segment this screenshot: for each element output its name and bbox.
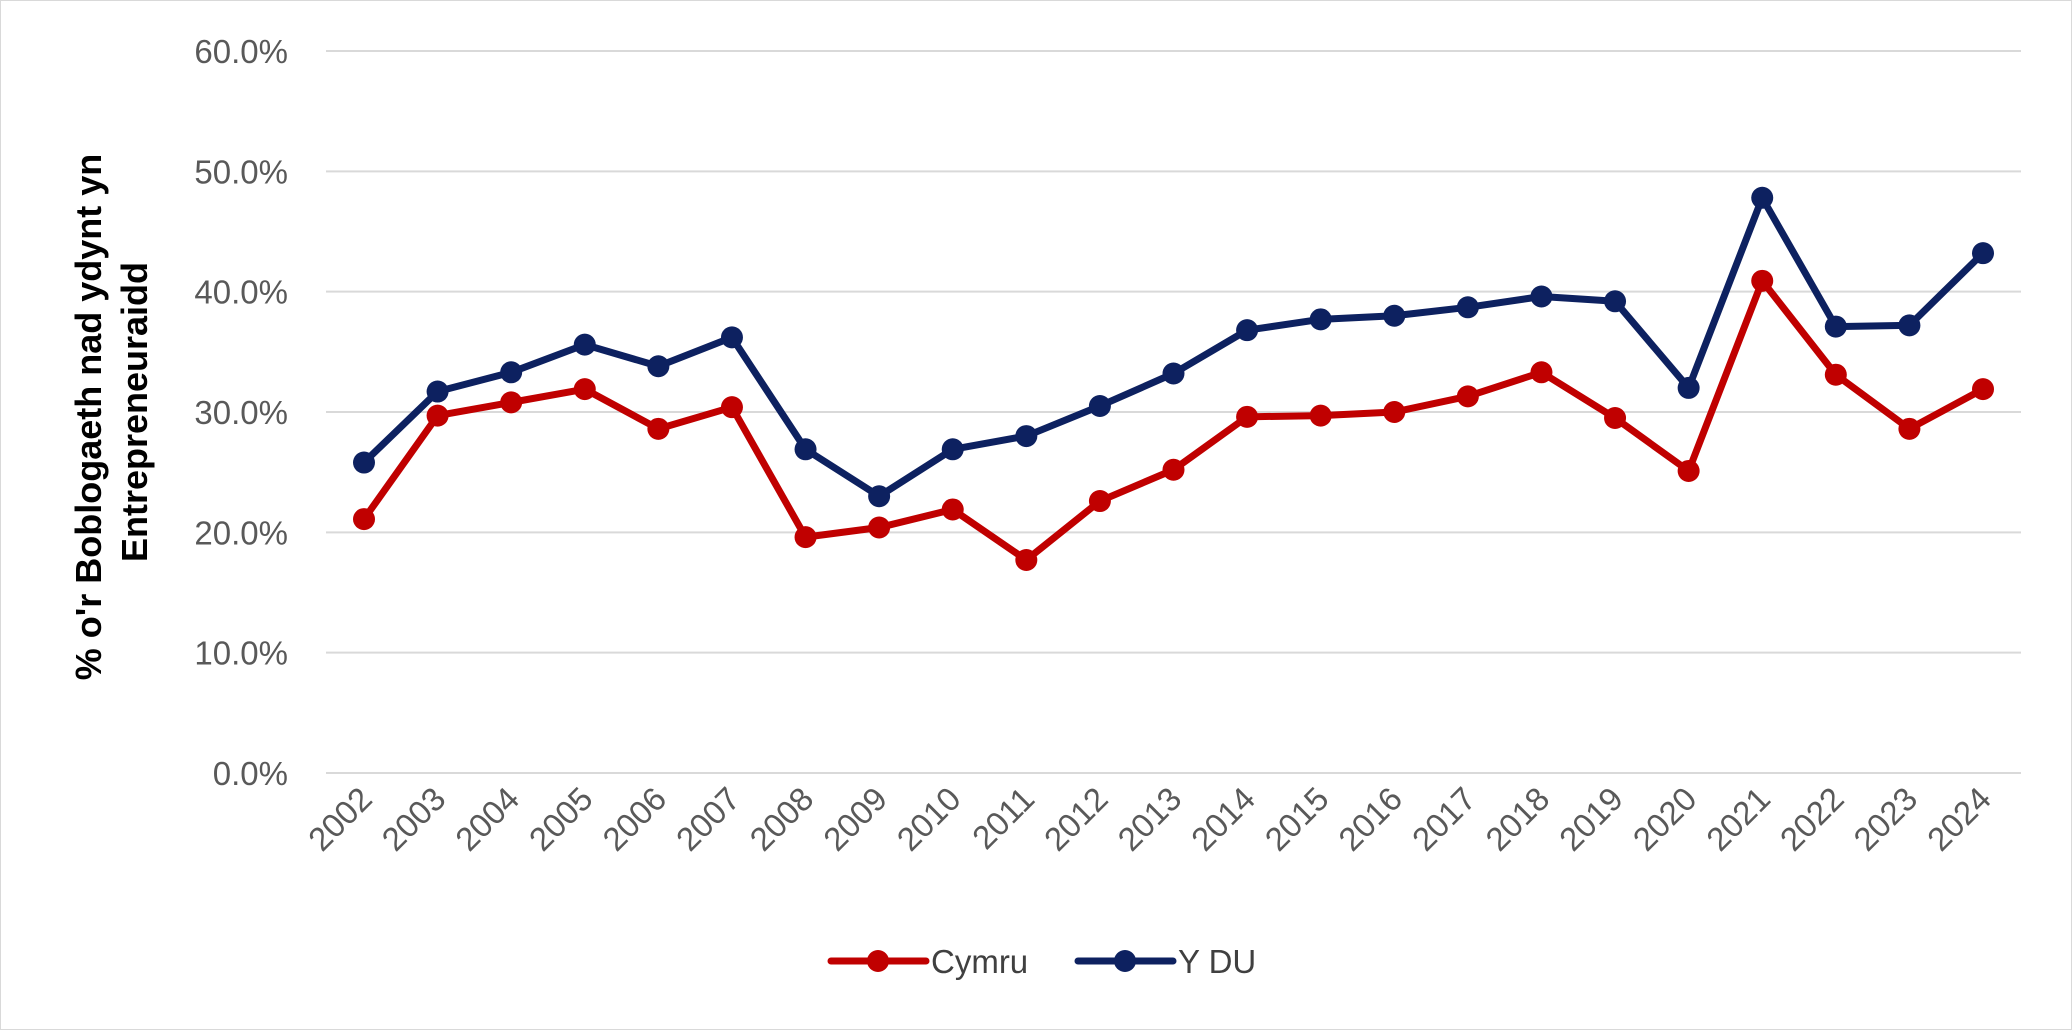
data-point-y-du [941, 438, 964, 461]
data-point-y-du [1088, 394, 1111, 417]
data-point-cymru [500, 391, 523, 414]
y-tick-label: 50.0% [194, 153, 288, 190]
data-point-y-du [720, 326, 743, 349]
y-tick-label: 40.0% [194, 274, 288, 311]
data-point-cymru [647, 417, 670, 440]
data-point-cymru [426, 404, 449, 427]
data-point-cymru [353, 508, 375, 531]
data-point-cymru [1898, 417, 1921, 440]
data-point-cymru [1236, 405, 1259, 428]
series-cymru [353, 269, 1994, 572]
data-point-cymru [1088, 490, 1111, 513]
data-point-cymru [868, 516, 891, 539]
x-tick-label: 2009 [816, 780, 894, 858]
gridlines [326, 50, 2021, 774]
x-tick-label: 2022 [1773, 780, 1851, 858]
x-tick-label: 2011 [965, 780, 1041, 856]
data-point-cymru [1162, 458, 1185, 481]
series-group [353, 186, 1994, 572]
legend-label-y-du: Y DU [1178, 943, 1256, 980]
data-point-y-du [1162, 362, 1185, 385]
data-point-y-du [1677, 376, 1700, 399]
data-point-y-du [1236, 319, 1259, 342]
data-point-cymru [1015, 549, 1038, 572]
x-tick-label: 2010 [890, 780, 968, 858]
y-axis-title-line-2: Entrepreneuraidd [114, 262, 155, 562]
series-y-du [353, 186, 1994, 508]
legend-item-cymru: Cymru [827, 943, 1028, 980]
x-tick-label: 2006 [595, 780, 673, 858]
x-tick-label: 2017 [1405, 780, 1483, 858]
data-point-y-du [794, 438, 817, 461]
data-point-y-du [868, 485, 891, 508]
x-tick-label: 2007 [669, 780, 747, 858]
data-point-y-du [426, 380, 449, 403]
data-point-cymru [1309, 404, 1332, 427]
data-point-y-du [1456, 296, 1479, 319]
data-point-y-du [1383, 304, 1406, 327]
x-tick-label: 2021 [1699, 780, 1777, 858]
y-tick-label: 20.0% [194, 514, 288, 551]
legend-marker-y-du [1114, 950, 1136, 972]
series-line-cymru [360, 277, 1987, 564]
x-tick-label: 2005 [522, 780, 600, 858]
x-tick-label: 2012 [1037, 780, 1115, 858]
data-point-y-du [1309, 308, 1332, 331]
data-point-y-du [1530, 285, 1553, 308]
y-tick-label: 30.0% [194, 394, 288, 431]
x-tick-label: 2003 [374, 780, 452, 858]
y-tick-label: 10.0% [194, 635, 288, 672]
x-tick-label: 2002 [301, 780, 379, 858]
x-tick-label: 2004 [448, 780, 526, 858]
data-point-cymru [941, 498, 964, 521]
data-point-cymru [1972, 378, 1994, 401]
x-tick-label: 2014 [1184, 780, 1262, 858]
legend-marker-cymru [867, 950, 889, 972]
data-point-y-du [500, 361, 523, 384]
data-point-y-du [353, 451, 375, 474]
data-point-cymru [720, 396, 743, 419]
x-tick-label: 2024 [1920, 780, 1998, 858]
data-point-y-du [1604, 290, 1627, 313]
data-point-y-du [647, 355, 670, 378]
data-point-cymru [1677, 459, 1700, 482]
x-tick-label: 2019 [1552, 780, 1630, 858]
legend-label-cymru: Cymru [931, 943, 1028, 980]
data-point-cymru [1824, 363, 1847, 386]
y-axis-title: % o'r Boblogaeth nad ydynt yn Entreprene… [68, 144, 155, 681]
data-point-cymru [1383, 401, 1406, 423]
x-tick-label: 2015 [1258, 780, 1336, 858]
data-point-y-du [573, 333, 596, 356]
data-point-y-du [1972, 242, 1994, 265]
x-axis-tick-labels: 2002200320042005200620072008200920102011… [301, 780, 1998, 858]
x-tick-label: 2020 [1626, 780, 1704, 858]
y-axis-tick-labels: 0.0% 10.0% 20.0% 30.0% 40.0% 50.0% 60.0% [194, 33, 288, 792]
data-point-y-du [1824, 315, 1847, 338]
data-point-cymru [1530, 361, 1553, 384]
legend-item-y-du: Y DU [1074, 943, 1256, 980]
x-tick-label: 2016 [1331, 780, 1409, 858]
data-point-cymru [573, 378, 596, 401]
y-tick-label: 60.0% [194, 33, 288, 70]
data-point-cymru [1751, 269, 1774, 292]
data-point-y-du [1898, 314, 1921, 337]
x-tick-label: 2023 [1846, 780, 1924, 858]
data-point-cymru [1604, 407, 1627, 430]
data-point-cymru [794, 526, 817, 549]
y-axis-title-line-1: % o'r Boblogaeth nad ydynt yn [68, 154, 109, 681]
x-tick-label: 2018 [1478, 780, 1556, 858]
data-point-y-du [1751, 186, 1774, 209]
data-point-cymru [1456, 385, 1479, 408]
x-tick-label: 2008 [742, 780, 820, 858]
x-tick-label: 2013 [1110, 780, 1188, 858]
legend: Cymru Y DU [827, 943, 1256, 980]
data-point-y-du [1015, 425, 1038, 448]
y-tick-label: 0.0% [213, 755, 288, 792]
